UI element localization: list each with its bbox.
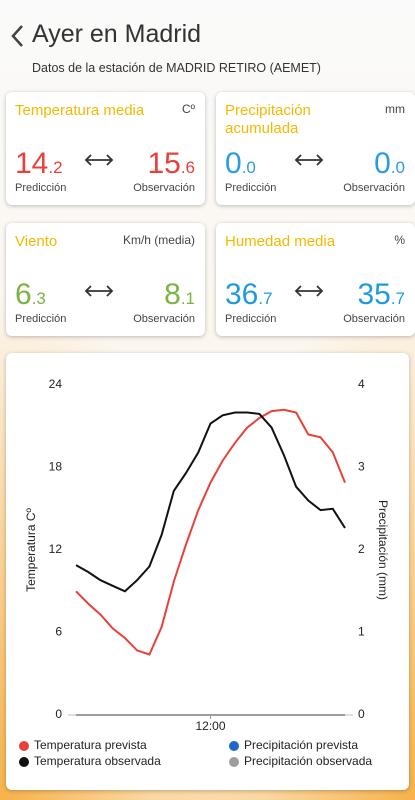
card-unit: mm xyxy=(385,102,405,116)
card-unit: Cº xyxy=(181,102,195,116)
legend-swatch xyxy=(19,741,29,751)
card-unit: Km/h (media) xyxy=(122,233,195,247)
arrow-icon xyxy=(294,154,324,166)
y-tick-label: 12 xyxy=(49,542,63,556)
summary-card: Viento Km/h (media) 6.3 8.1 Predicción Observ… xyxy=(6,223,205,336)
prediction-value: 14.2 xyxy=(15,147,63,180)
legend-label: Precipitación observada xyxy=(244,754,372,768)
arrow-icon xyxy=(294,285,324,297)
observation-label: Observación xyxy=(133,313,195,325)
observation-value: 15.6 xyxy=(147,147,195,180)
legend-swatch xyxy=(229,741,239,751)
card-title: Viento xyxy=(15,233,58,250)
prediction-value: 0.0 xyxy=(225,147,256,180)
card-title: Precipitación acumulada xyxy=(225,102,311,137)
y2-tick-label: 0 xyxy=(358,707,365,721)
prediction-label: Predicción xyxy=(225,182,277,194)
prediction-value: 6.3 xyxy=(15,278,46,311)
observation-label: Observación xyxy=(133,182,195,194)
page-subtitle: Datos de la estación de MADRID RETIRO (A… xyxy=(32,61,321,75)
observation-value: 0.0 xyxy=(374,147,405,180)
prediction-label: Predicción xyxy=(15,313,67,325)
y2-tick-label: 4 xyxy=(358,377,365,391)
observation-value: 35.7 xyxy=(357,278,405,311)
y-tick-label: 6 xyxy=(55,625,62,639)
observation-label: Observación xyxy=(343,313,405,325)
summary-card: Precipitación acumulada mm 0.0 0.0 Predicció… xyxy=(216,92,415,205)
chart-card: 0 6 12 18 24 0 1 2 3 4 12:00 Temperatura Cº Precipit… xyxy=(6,353,409,790)
y2-axis-label: Precipitación (mm) xyxy=(376,500,390,600)
y2-tick-label: 1 xyxy=(358,625,365,639)
arrow-icon xyxy=(84,154,114,166)
y-tick-label: 0 xyxy=(55,707,62,721)
prediction-label: Predicción xyxy=(225,313,277,325)
page-title: Ayer en Madrid xyxy=(32,20,202,48)
y-axis-label: Temperatura Cº xyxy=(24,508,38,592)
observation-value: 8.1 xyxy=(164,278,195,311)
y2-tick-label: 3 xyxy=(358,460,365,474)
card-title: Humedad media xyxy=(225,233,336,250)
legend-swatch xyxy=(229,757,239,767)
y-tick-label: 18 xyxy=(49,460,63,474)
series-line xyxy=(75,411,346,593)
x-tick-label: 12:00 xyxy=(195,719,225,733)
legend-label: Temperatura prevista xyxy=(34,738,147,752)
legend-label: Precipitación prevista xyxy=(244,738,358,752)
legend-swatch xyxy=(19,757,29,767)
arrow-icon xyxy=(84,285,114,297)
card-title: Temperatura media xyxy=(15,102,145,119)
summary-card: Humedad media% 36.7 35.7 Predicción Observac… xyxy=(216,223,415,336)
prediction-label: Predicción xyxy=(15,182,67,194)
y-tick-label: 24 xyxy=(49,377,63,391)
observation-label: Observación xyxy=(343,182,405,194)
summary-card: Temperatura media Cº 14.2 15.6 Predicción Obs… xyxy=(6,92,205,205)
legend-label: Temperatura observada xyxy=(34,754,161,768)
prediction-value: 36.7 xyxy=(225,278,273,311)
y2-tick-label: 2 xyxy=(358,542,365,556)
back-button[interactable] xyxy=(10,24,26,48)
card-unit: % xyxy=(394,233,405,247)
series-line xyxy=(75,408,346,656)
